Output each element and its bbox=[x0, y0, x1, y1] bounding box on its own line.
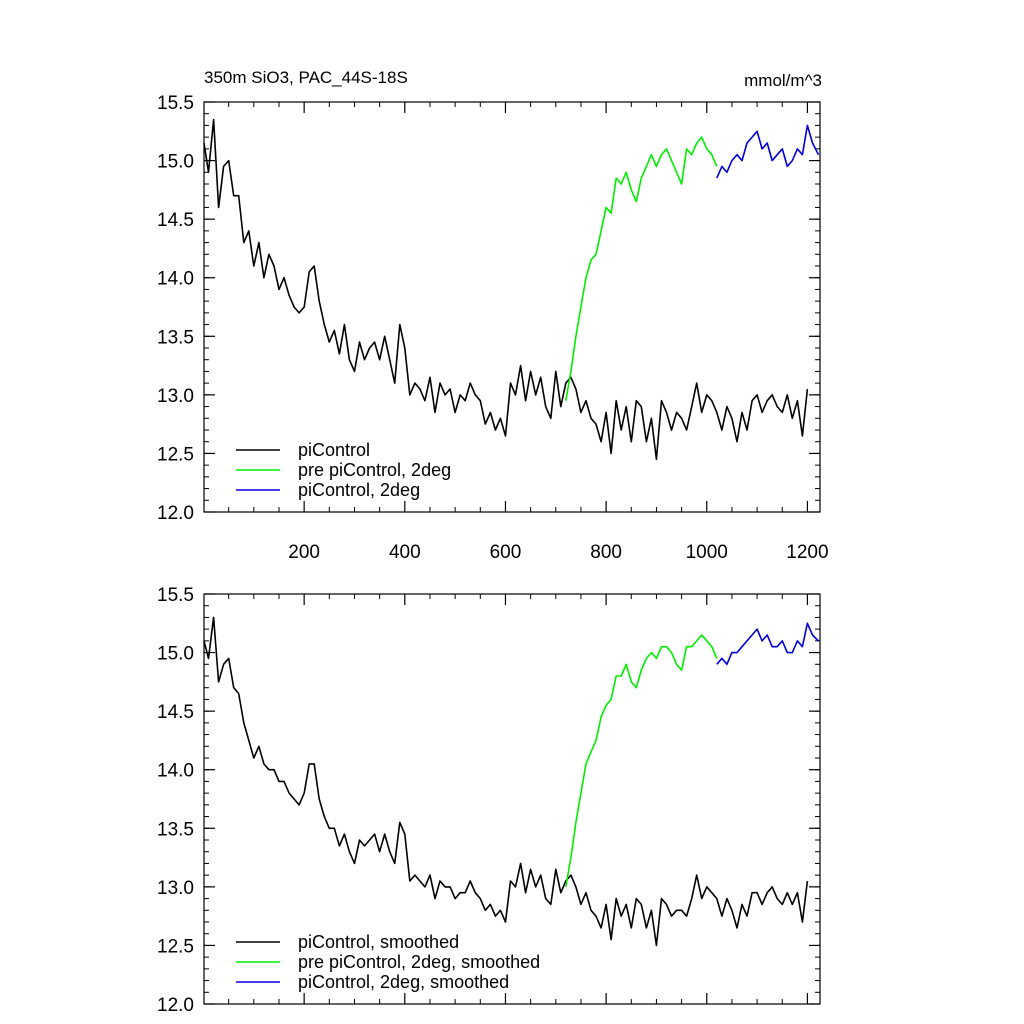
x-tick-label: 600 bbox=[490, 542, 522, 563]
y-tick-label: 15.5 bbox=[157, 93, 194, 114]
y-tick-label: 14.0 bbox=[157, 269, 194, 290]
y-tick-label: 13.0 bbox=[157, 878, 194, 899]
series-line-1 bbox=[203, 616, 809, 947]
x-tick-label: 1000 bbox=[686, 542, 728, 563]
legend-label: piControl, 2deg bbox=[298, 480, 420, 500]
plot-frame bbox=[203, 593, 821, 1005]
legend-label: piControl bbox=[298, 440, 370, 460]
y-tick-label: 13.5 bbox=[157, 327, 194, 348]
bottom-panel: 12.0 12.5 13.0 13.5 14.0 14.5 15.0 15.5 piContro… bbox=[157, 585, 821, 1016]
top-panel: 12.0 12.5 13.0 13.5 14.0 14.5 15.0 15.5 200 400 60… bbox=[157, 93, 829, 563]
legend-label: pre piControl, 2deg bbox=[298, 460, 451, 480]
series-line-3 bbox=[716, 622, 820, 666]
y-tick-label: 12.5 bbox=[157, 444, 194, 465]
plot-frame bbox=[203, 101, 821, 513]
y-tick-label: 14.0 bbox=[157, 761, 194, 782]
y-tick-label: 13.5 bbox=[157, 819, 194, 840]
series-line-1 bbox=[203, 118, 809, 461]
y-tick-label: 13.0 bbox=[157, 386, 194, 407]
chart-units: mmol/m^3 bbox=[744, 71, 822, 90]
y-tick-label: 14.5 bbox=[157, 702, 194, 723]
y-tick-label: 15.5 bbox=[157, 585, 194, 606]
x-tick-label: 800 bbox=[590, 542, 622, 563]
chart-title: 350m SiO3, PAC_44S-18S bbox=[204, 68, 408, 87]
x-tick-label: 1200 bbox=[786, 542, 828, 563]
y-tick-label: 12.0 bbox=[157, 503, 194, 524]
x-tick-label: 200 bbox=[288, 542, 320, 563]
series-line-3 bbox=[716, 124, 820, 179]
series-line-2 bbox=[565, 634, 718, 888]
series-line-2 bbox=[565, 136, 718, 401]
y-tick-label: 15.0 bbox=[157, 644, 194, 665]
legend-label: piControl, 2deg, smoothed bbox=[298, 972, 509, 992]
legend-label: piControl, smoothed bbox=[298, 932, 459, 952]
y-tick-label: 12.5 bbox=[157, 936, 194, 957]
y-tick-label: 15.0 bbox=[157, 152, 194, 173]
legend-label: pre piControl, 2deg, smoothed bbox=[298, 952, 540, 972]
y-tick-label: 14.5 bbox=[157, 210, 194, 231]
x-tick-label: 400 bbox=[389, 542, 421, 563]
y-tick-label: 12.0 bbox=[157, 995, 194, 1016]
